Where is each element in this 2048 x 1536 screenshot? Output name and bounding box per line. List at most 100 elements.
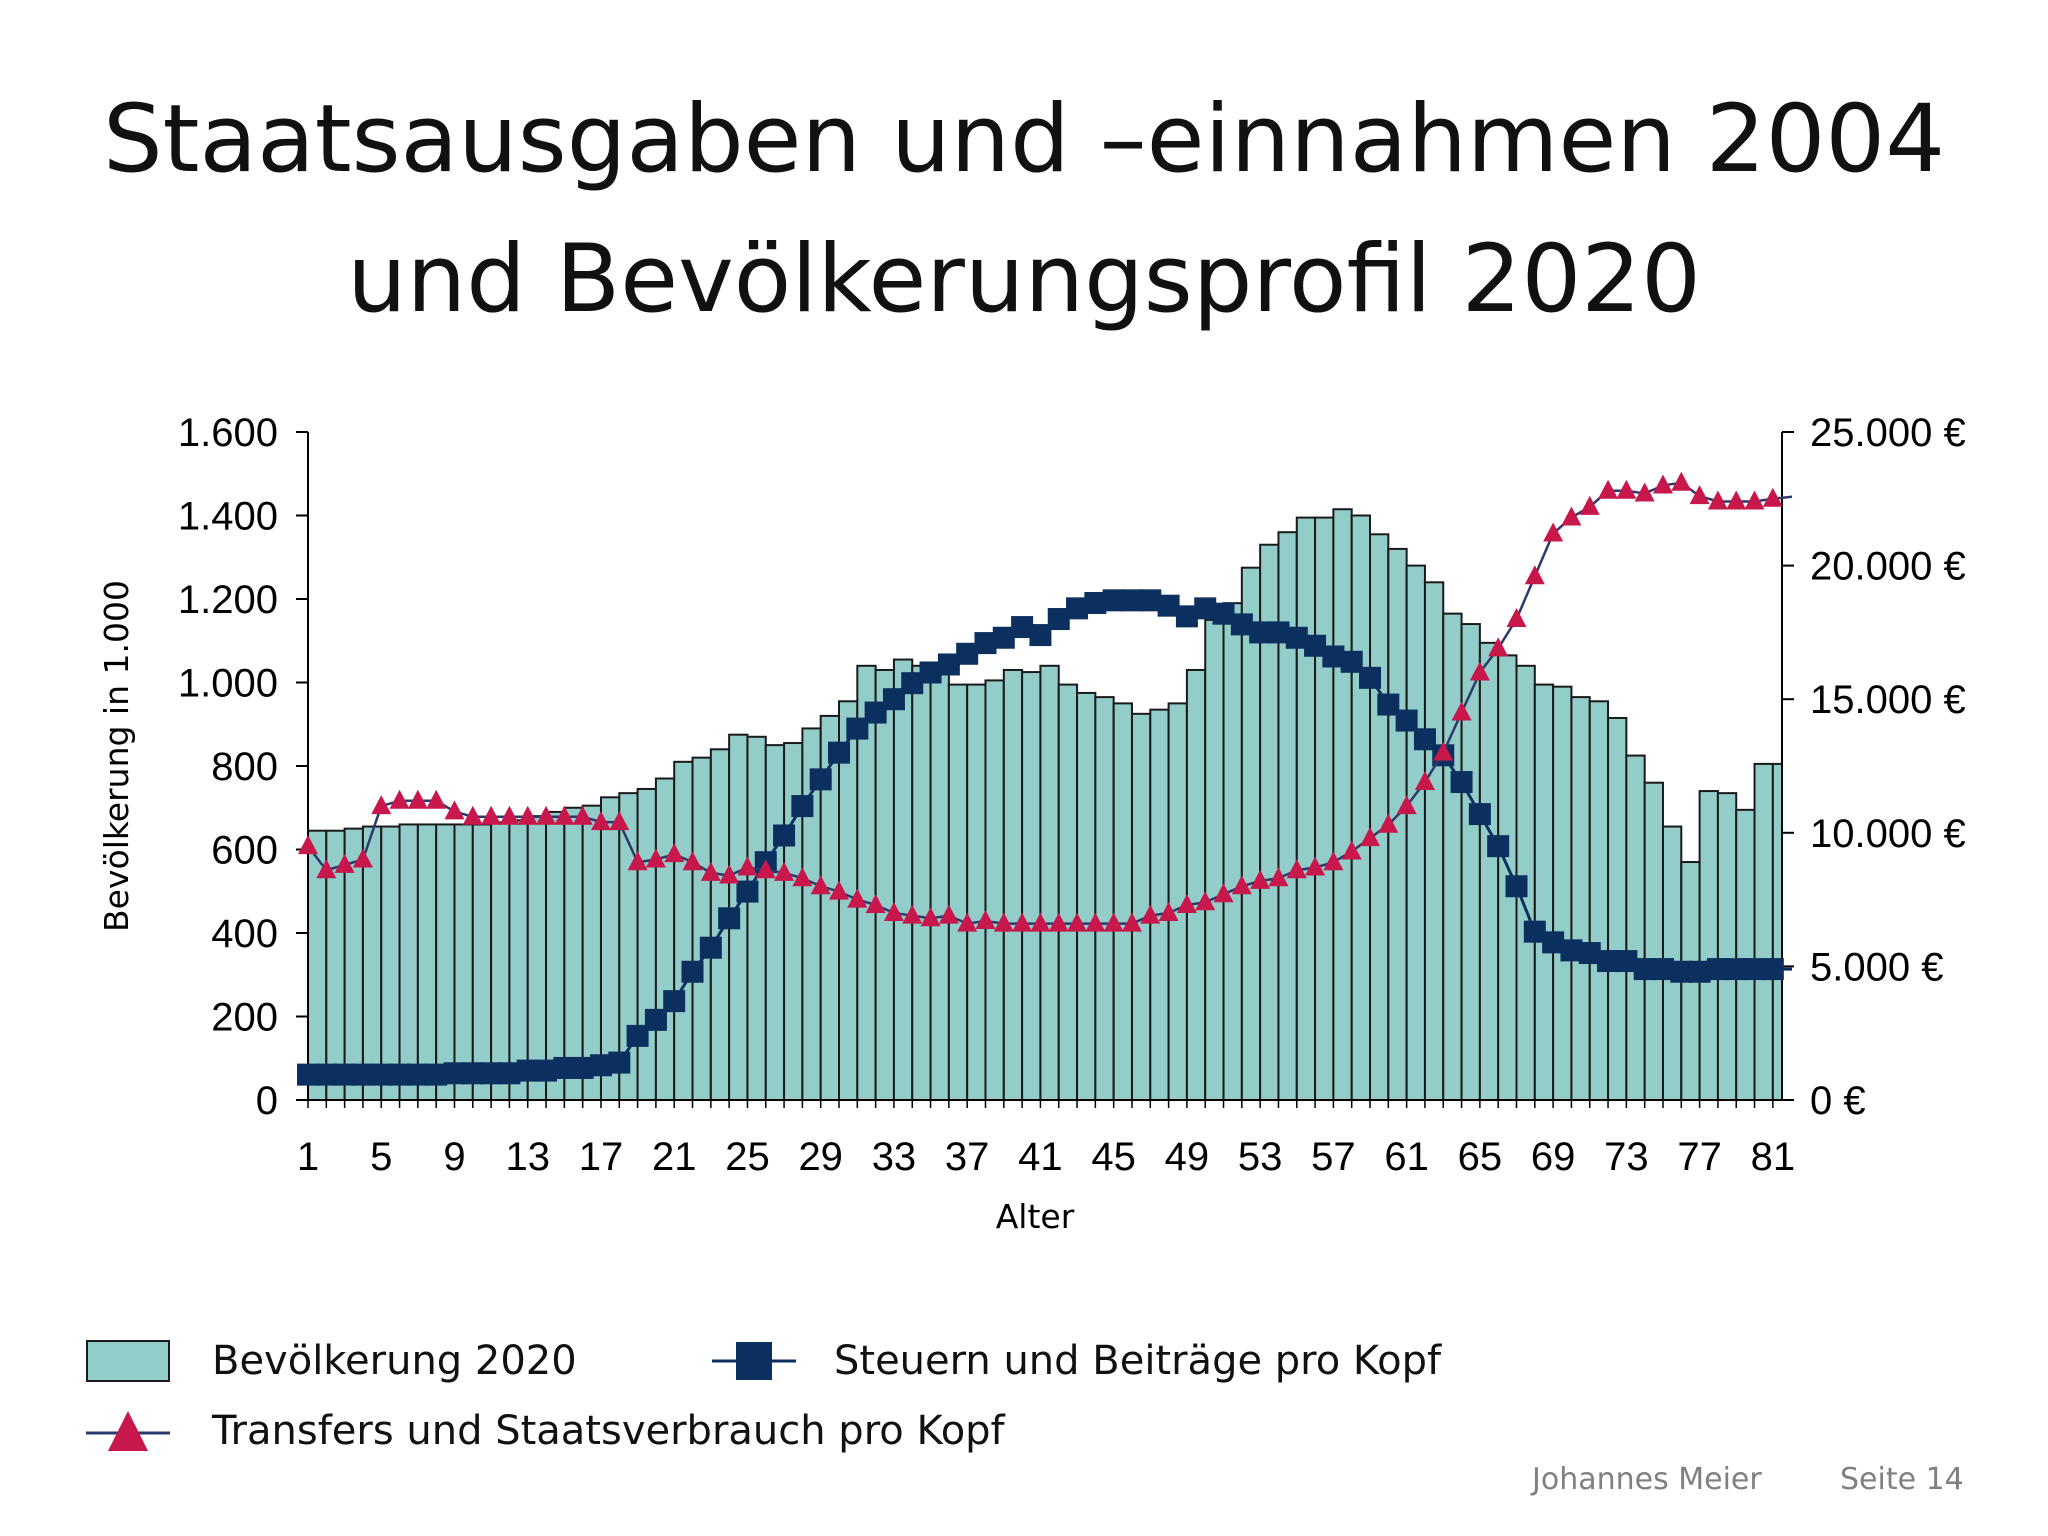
x-axis-tick-label: 45 [1091,1135,1136,1179]
transfers-marker [755,859,776,879]
transfers-marker [609,811,630,831]
transfers-marker [572,805,593,825]
taxes-marker [1029,624,1052,647]
taxes-marker [992,626,1015,649]
bar-population [1698,790,1719,1101]
legend-swatch-taxes [712,1342,796,1380]
bar-population [1185,668,1207,1101]
taxes-marker [901,672,924,695]
bar-population [1478,641,1500,1102]
taxes-marker [1066,597,1089,620]
transfers-marker [1323,851,1344,871]
taxes-marker [1688,960,1711,983]
slide-title: Staatsausgaben und –einnahmen 2004 und B… [0,70,2048,350]
taxes-marker [1725,958,1748,981]
transfers-marker [481,805,502,825]
transfers-marker [298,835,318,855]
transfers-marker [1543,522,1564,542]
transfers-marker [1085,912,1106,932]
taxes-marker [1578,942,1601,965]
left-axis-tick-label: 400 [211,912,278,956]
transfers-marker [1762,487,1783,507]
transfers-marker [1305,856,1326,876]
transfers-marker [645,848,666,868]
transfers-marker [1048,912,1069,932]
right-axis: 0 € 5.000 € 10.000 € 15.000 € 20.000 € 25.000… [1782,411,1966,1123]
taxes-marker [571,1056,594,1079]
bar-population [490,821,511,1101]
transfers-marker [1396,795,1417,815]
bar-population [764,744,786,1101]
bar-population [1423,581,1445,1101]
taxes-marker [1011,616,1034,639]
right-axis-tick-label: 5.000 € [1810,945,1943,989]
bar-population [1350,514,1372,1101]
x-axis-tick-label: 73 [1604,1135,1649,1179]
taxes-marker [956,642,979,665]
transfers-marker [1414,771,1435,791]
taxes-marker [846,717,869,740]
taxes-marker [1615,950,1638,973]
taxes-marker [864,701,887,724]
taxes-marker [297,1063,319,1086]
transfers-marker [682,851,703,871]
transfers-marker [1469,661,1490,681]
transfers-line [307,481,1793,925]
bar-population [1112,702,1133,1101]
taxes-marker [1413,728,1436,751]
transfers-marker [334,853,355,873]
taxes-marker [1359,666,1382,689]
bar-population [947,683,969,1102]
transfers-marker [316,859,337,879]
transfers-marker [462,805,483,825]
transfers-marker [590,811,611,831]
x-axis-tick-label: 53 [1238,1135,1283,1179]
bar-population [1222,602,1243,1101]
transfers-marker [627,851,648,871]
taxes-marker [1670,960,1693,983]
transfers-marker [1286,859,1307,879]
bar-population [1130,712,1152,1101]
transfers-marker [407,789,428,809]
x-axis-tick-label: 69 [1531,1135,1576,1179]
taxes-marker [1194,597,1217,620]
transfers-marker [1524,565,1545,585]
transfers-marker [975,909,996,929]
x-axis-tick-label: 65 [1458,1135,1503,1179]
transfers-marker [444,800,465,820]
bar-population [1057,683,1079,1102]
legend-item-population: Bevölkerung 2020 [86,1338,577,1384]
transfers-marker [1195,891,1216,911]
transfers-marker [938,904,959,924]
right-axis-tick-label: 0 € [1810,1079,1866,1123]
x-axis-tick-label: 61 [1384,1135,1429,1179]
transfers-marker [1268,867,1289,887]
taxes-marker [480,1062,503,1085]
taxes-marker [1523,920,1546,943]
left-axis-tick-label: 1.400 [178,495,278,539]
transfers-marker [1176,893,1197,913]
bar-population [1277,531,1298,1101]
bar-population [1149,708,1170,1101]
bar-population [911,664,932,1101]
transfers-marker [517,805,538,825]
bar-population [1552,685,1573,1101]
taxes-marker [681,960,704,983]
x-axis-tick-label: 29 [798,1135,843,1179]
taxes-marker [1542,931,1565,954]
transfers-marker [1030,912,1051,932]
legend-label-population: Bevölkerung 2020 [212,1338,577,1384]
transfers-marker [1103,912,1124,932]
bar-population [636,787,657,1102]
transfers-marker [883,901,904,921]
taxes-marker [644,1008,667,1031]
transfers-marker [902,904,923,924]
bar-population [1607,716,1628,1101]
bar-population [508,819,529,1102]
taxes-marker [1139,589,1162,612]
x-axis-tick-label: 81 [1751,1135,1796,1179]
x-axis-tick-label: 13 [505,1135,550,1179]
taxes-marker [1468,803,1491,826]
x-axis-tick-label: 17 [579,1135,624,1179]
x-axis: 1 5 9 13 17 21 25 29 33 37 41 45 49 53 57 61 65 69 73 77 81 [297,1100,1795,1179]
